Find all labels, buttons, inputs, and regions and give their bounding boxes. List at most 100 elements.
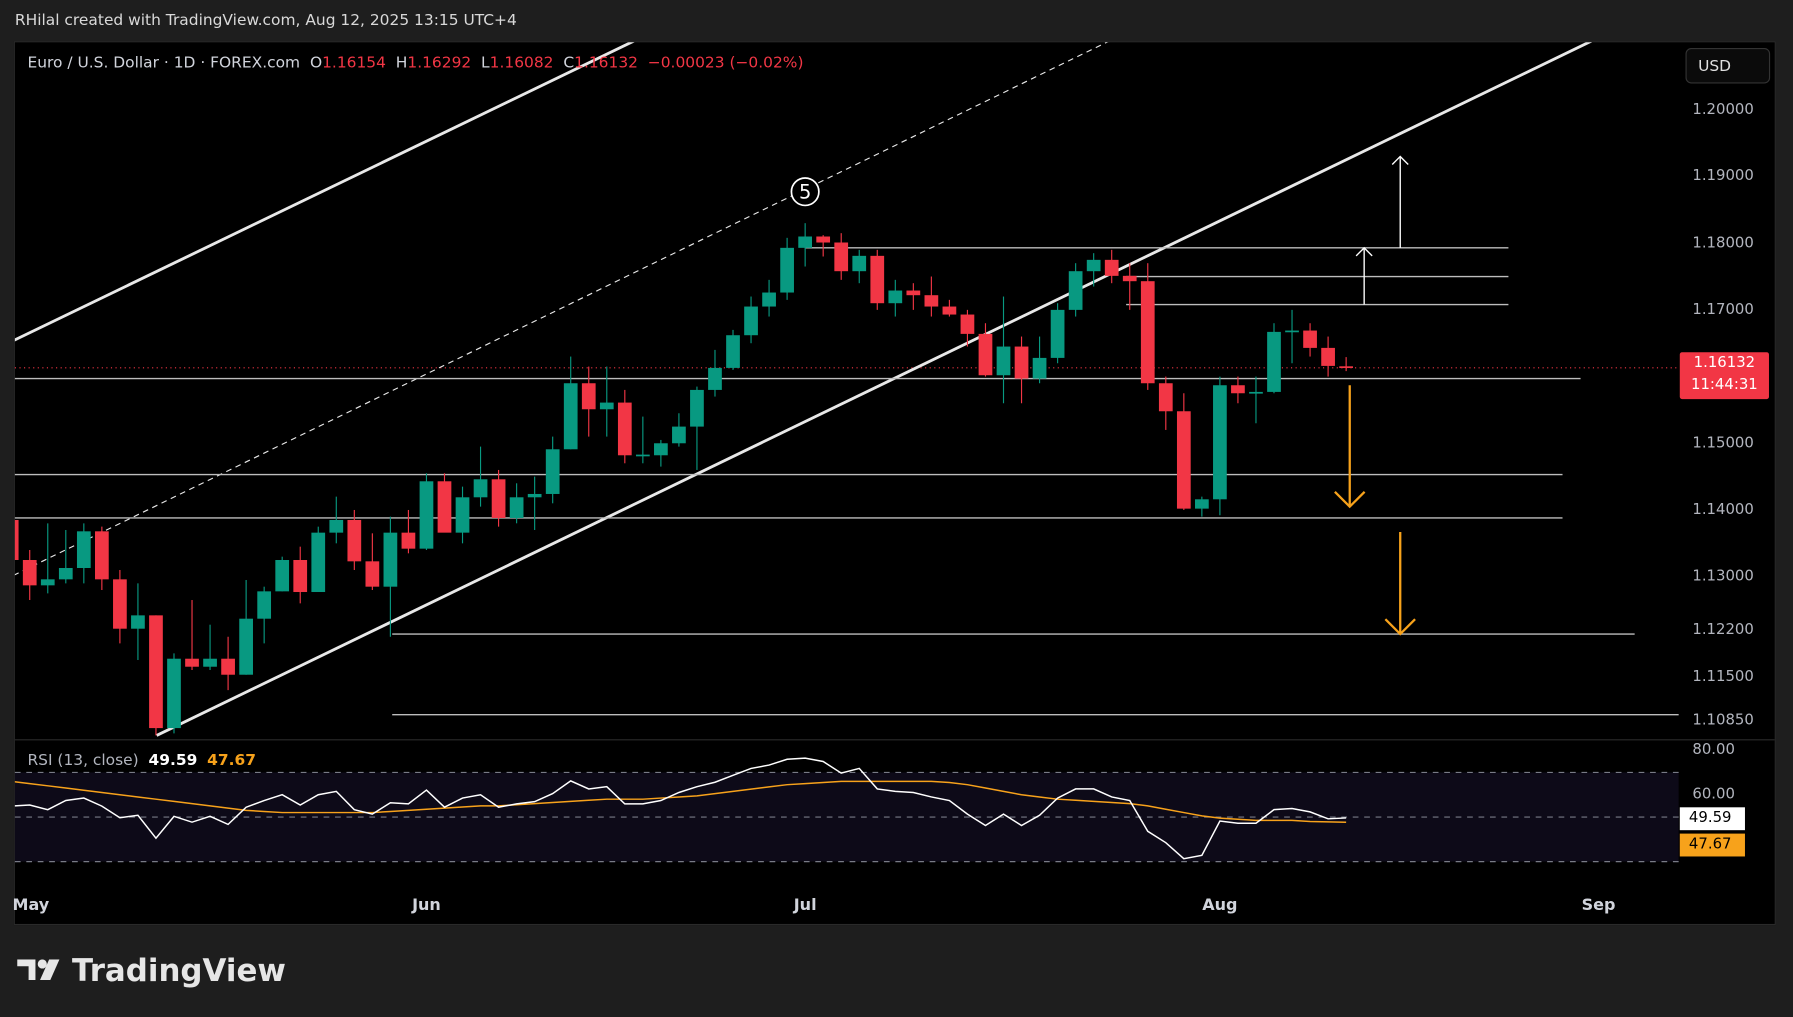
candle-body [293,559,308,593]
candle-body [275,559,290,592]
tradingview-logo[interactable]: TradingView [17,954,286,989]
symbol-legend[interactable]: Euro / U.S. Dollar · 1D · FOREX.com O1.1… [27,54,803,72]
candle [455,486,470,544]
rsi-legend[interactable]: RSI (13, close) 49.59 47.67 [27,751,256,769]
low-label: L [481,53,490,73]
price-tick: 1.13000 [1692,568,1754,586]
snapshot-credit: RHilal created with TradingView.com, Aug… [14,11,517,30]
candle [257,586,272,644]
candle-body [563,383,578,450]
arrow-head [1384,618,1416,636]
price-tick: 1.18000 [1692,234,1754,252]
candle [365,533,380,591]
candle [1104,249,1119,284]
candle [1014,336,1029,404]
candle-body [1176,411,1191,509]
candle-body [1086,259,1101,272]
change-value: −0.00023 (−0.02%) [647,53,804,73]
candle-body [1032,357,1047,379]
candle [1213,376,1227,516]
candles-layer [14,223,1353,736]
candle [311,526,326,593]
candle-body [852,255,867,272]
candle-body [672,426,686,444]
candle-body [1303,330,1317,348]
candle [996,296,1011,404]
price-tick: 1.14000 [1692,501,1754,519]
candle-body [203,658,217,667]
candle [185,600,199,671]
candle-body [401,532,416,549]
channel-median-line [14,42,1108,576]
candle [654,439,668,467]
candle-body [509,497,524,518]
candle [888,279,903,317]
candle [617,389,632,464]
candle-body [924,295,939,307]
candle [473,446,488,507]
rsi-value: 49.59 [148,751,198,770]
drawings-layer [14,42,1679,737]
rsi-band-background [14,772,1679,862]
price-tick: 1.17000 [1692,301,1754,319]
candle-body [455,497,470,533]
candle-body [473,479,488,498]
candle-body [708,367,722,390]
price-tick: 1.10850 [1692,711,1754,729]
candle [870,249,885,310]
candle-body [942,306,957,315]
candle [383,516,398,637]
candle-body [1267,331,1281,392]
candle [1176,393,1191,510]
candle-body [1249,391,1263,394]
candle-body [1122,275,1137,282]
candle [599,366,614,437]
rsi-lines [14,757,1347,860]
candle [762,279,776,317]
candle [581,366,596,437]
candle-body [996,346,1011,376]
candle-body [491,479,506,518]
candle [708,349,722,397]
candle [726,329,740,370]
time-label: Aug [1202,896,1238,915]
candle-body [599,402,614,410]
candle-body [22,559,37,586]
candle [1303,323,1317,357]
candle [1032,336,1047,384]
candle-body [58,568,73,580]
price-tick: 1.19000 [1692,167,1754,186]
candle [942,299,957,317]
currency-button[interactable]: USD [1685,48,1771,84]
candle [1267,323,1281,394]
wave-5-marker: 5 [790,177,820,207]
candle [95,526,109,591]
up-arrow-icon [1355,246,1373,305]
time-label: May [12,896,50,915]
candle-body [1158,383,1173,412]
candle-body [40,579,55,586]
candle-body [1195,499,1209,509]
candle [509,483,524,524]
candle-body [527,493,542,498]
candle [852,249,867,284]
candle-body [834,242,849,272]
candle [1285,309,1299,364]
candle-body [239,618,253,675]
candle-body [906,290,921,296]
price-tick: 1.15000 [1692,434,1754,452]
open-label: O [309,53,323,73]
candle [419,473,434,550]
candle-body [113,579,127,629]
candle-body [1231,385,1245,394]
candle-body [131,615,145,629]
rsi-line [14,757,1347,860]
rsi-value-tag: 49.59 [1679,807,1745,831]
candle-body [960,314,975,334]
price-tick: 1.11500 [1692,668,1754,686]
brand-name: TradingView [72,953,286,990]
candle [167,653,181,734]
candle-body [581,383,596,410]
